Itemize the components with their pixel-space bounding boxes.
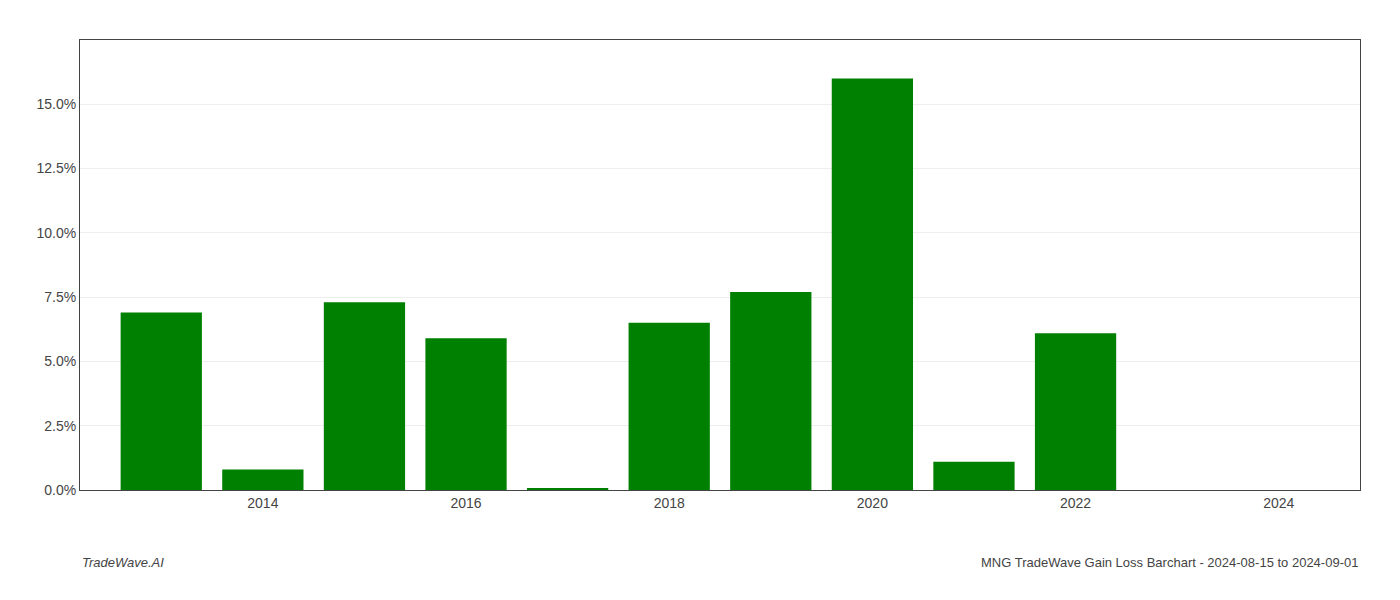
- svg-text:2020: 2020: [857, 495, 888, 511]
- svg-text:TradeWave.AI: TradeWave.AI: [82, 555, 164, 570]
- svg-text:2.5%: 2.5%: [44, 418, 76, 434]
- svg-text:15.0%: 15.0%: [36, 96, 76, 112]
- svg-text:12.5%: 12.5%: [36, 160, 76, 176]
- svg-text:2016: 2016: [450, 495, 481, 511]
- svg-text:MNG TradeWave Gain Loss Barcha: MNG TradeWave Gain Loss Barchart - 2024-…: [981, 555, 1358, 570]
- svg-text:2014: 2014: [247, 495, 278, 511]
- svg-text:2022: 2022: [1060, 495, 1091, 511]
- svg-text:5.0%: 5.0%: [44, 353, 76, 369]
- svg-text:2018: 2018: [654, 495, 685, 511]
- svg-text:7.5%: 7.5%: [44, 289, 76, 305]
- svg-text:2024: 2024: [1263, 495, 1294, 511]
- svg-text:10.0%: 10.0%: [36, 225, 76, 241]
- svg-text:0.0%: 0.0%: [44, 482, 76, 498]
